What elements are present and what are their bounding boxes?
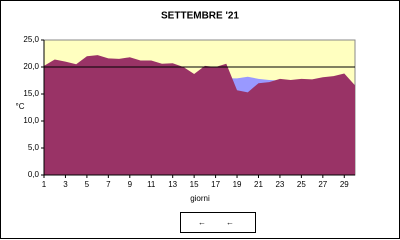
x-tick-label: 7 bbox=[106, 180, 111, 189]
y-tick-label: 15,0 bbox=[23, 89, 39, 98]
x-tick-label: 27 bbox=[318, 180, 327, 189]
x-tick-label: 15 bbox=[190, 180, 199, 189]
x-tick-label: 3 bbox=[63, 180, 68, 189]
legend-symbol: ← bbox=[226, 218, 234, 227]
y-tick-label: 25,0 bbox=[23, 35, 39, 44]
y-tick-label: 0,0 bbox=[28, 170, 40, 179]
y-axis-label: °C bbox=[16, 102, 25, 111]
y-tick-label: 10,0 bbox=[23, 116, 39, 125]
legend-symbol: ← bbox=[198, 218, 206, 227]
x-tick-label: 19 bbox=[233, 180, 242, 189]
y-tick-label: 20,0 bbox=[23, 62, 39, 71]
x-tick-label: 11 bbox=[147, 180, 156, 189]
x-tick-label: 17 bbox=[211, 180, 220, 189]
y-tick-label: 5,0 bbox=[28, 143, 40, 152]
x-tick-label: 5 bbox=[85, 180, 90, 189]
x-tick-label: 9 bbox=[128, 180, 133, 189]
x-tick-label: 21 bbox=[254, 180, 263, 189]
x-tick-label: 25 bbox=[297, 180, 306, 189]
legend bbox=[180, 212, 256, 233]
chart-title: SETTEMBRE '21 bbox=[161, 11, 239, 22]
x-tick-label: 1 bbox=[42, 180, 47, 189]
x-tick-label: 13 bbox=[168, 180, 177, 189]
area-series bbox=[44, 55, 355, 176]
x-tick-label: 23 bbox=[275, 180, 284, 189]
x-tick-label: 29 bbox=[340, 180, 349, 189]
x-axis-label: giorni bbox=[190, 194, 210, 203]
